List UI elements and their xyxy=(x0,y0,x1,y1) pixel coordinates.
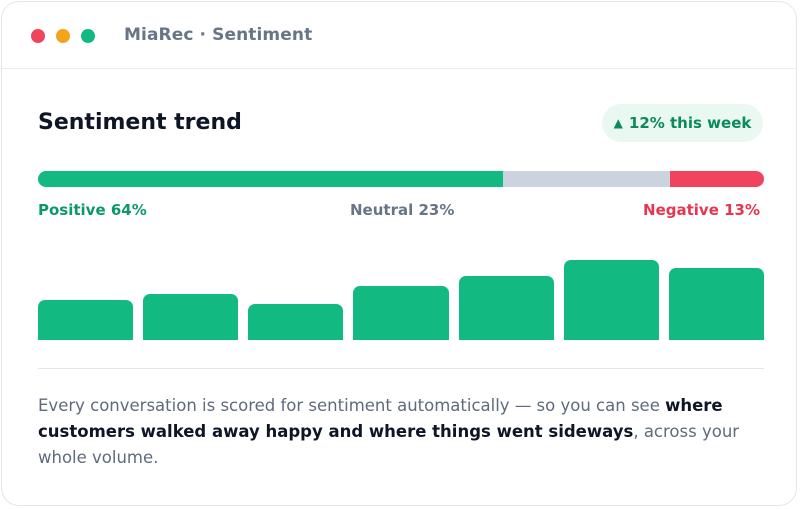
chart-bar xyxy=(668,268,764,340)
chart-bar xyxy=(248,304,344,340)
divider xyxy=(38,368,764,369)
positive-label: Positive 64% xyxy=(38,201,147,219)
negative-label: Negative 13% xyxy=(643,201,760,219)
window-title: MiaRec · Sentiment xyxy=(124,25,313,45)
description-emphasis: where customers walked away happy and wh… xyxy=(38,396,723,441)
negative-segment xyxy=(669,171,764,187)
card-title: Sentiment trend xyxy=(38,110,242,135)
title-bar: MiaRec · Sentiment xyxy=(2,2,796,69)
neutral-segment xyxy=(502,171,670,187)
positive-segment xyxy=(38,171,503,187)
chart-bar xyxy=(143,294,239,340)
neutral-label: Neutral 23% xyxy=(350,201,455,219)
chart-bar xyxy=(563,259,659,340)
description-part-2: , across your whole volume. xyxy=(38,422,740,467)
sentiment-split-bar xyxy=(38,171,764,187)
chart-bar xyxy=(353,285,449,340)
chart-bar xyxy=(38,300,134,340)
trend-up-icon: ▲ xyxy=(613,116,623,130)
description-text: Every conversation is scored for sentime… xyxy=(38,393,768,471)
close-window-button[interactable] xyxy=(31,29,45,43)
trend-badge: ▲ 12% this week xyxy=(602,104,763,142)
description-part-1: Every conversation is scored for sentime… xyxy=(38,396,666,415)
chart-bar xyxy=(458,275,554,340)
trend-badge-text: 12% this week xyxy=(628,114,752,132)
sentiment-bar-chart xyxy=(38,248,764,340)
maximize-window-button[interactable] xyxy=(81,29,95,43)
minimize-window-button[interactable] xyxy=(56,29,70,43)
